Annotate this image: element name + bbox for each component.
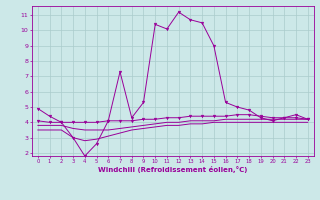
X-axis label: Windchill (Refroidissement éolien,°C): Windchill (Refroidissement éolien,°C) [98, 166, 247, 173]
